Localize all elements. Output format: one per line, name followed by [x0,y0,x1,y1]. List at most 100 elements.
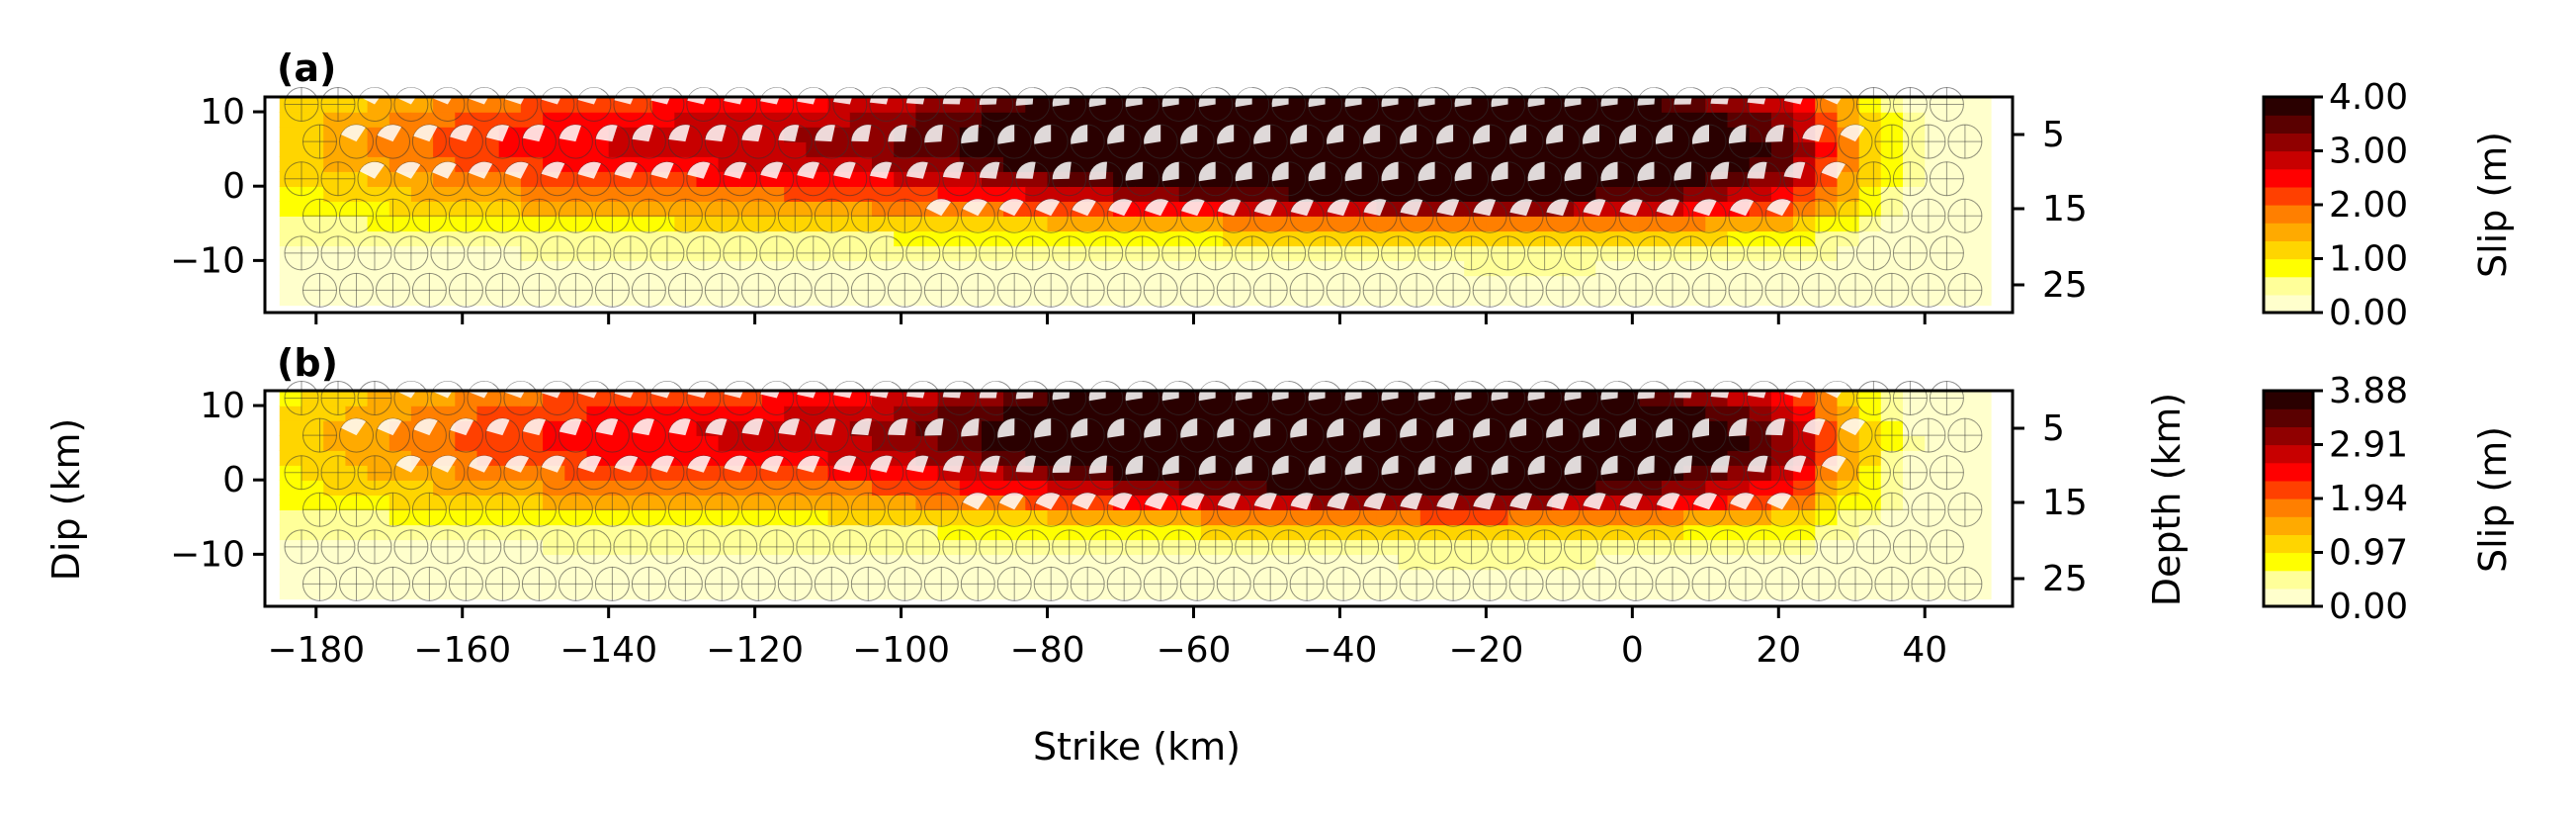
slip-cell [1245,186,1268,202]
slip-cell [1245,524,1268,541]
slip-cell [1157,406,1180,421]
slip-cell [718,141,741,157]
slip-cell [476,112,500,128]
slip-cell [652,230,676,247]
slip-cell [1398,391,1421,407]
beachball [723,161,758,197]
slip-cell [1486,524,1509,541]
slip-cell [1376,216,1400,232]
slip-cell [718,495,741,510]
slip-cell [1705,290,1729,307]
slip-cell [498,112,522,128]
slip-cell [410,406,434,421]
slip-cell [1858,450,1882,466]
slip-cell [543,260,566,277]
slip-cell [1223,539,1246,556]
panel-b-label: (b) [277,341,338,385]
slip-cell [1617,450,1641,466]
slip-cell [388,112,412,128]
slip-cell [806,524,829,541]
beachball-compression-quadrant [377,125,402,142]
slip-cell [1266,554,1290,571]
slip-cell [806,201,829,217]
slip-cell [1815,141,1839,157]
slip-cell [1200,186,1224,202]
slip-cell [543,480,566,496]
slip-cell [279,127,302,142]
slip-cell [520,480,544,496]
beachball-compression-quadrant [1108,199,1133,217]
slip-cell [1288,230,1312,247]
slip-cell [1529,480,1553,496]
slip-cell [1113,509,1137,526]
slip-cell [1683,406,1707,421]
slip-cell [1903,569,1926,586]
beachball-compression-quadrant [1161,161,1179,182]
slip-cell [1486,509,1509,526]
slip-cell [1574,524,1597,541]
slip-cell [1903,554,1926,571]
slip-cell [608,290,632,307]
slip-cell [696,495,720,510]
slip-cell [849,260,873,277]
slip-cell [1639,230,1663,247]
slip-cell [433,171,457,187]
slip-cell [827,260,851,277]
slip-cell [959,230,983,247]
slip-cell [849,480,873,496]
beachball-compression-quadrant [1327,125,1344,144]
depth-tick-label: 5 [2042,115,2065,155]
beachball [540,381,575,415]
slip-cell [872,554,895,571]
slip-cell [1398,554,1421,571]
slip-cell [1925,216,1948,232]
slip-cell [1968,406,1992,421]
slip-cell [1266,186,1290,202]
slip-cell [784,539,808,556]
slip-cell [1025,260,1049,277]
slip-cell [301,112,324,128]
slip-cell [1595,216,1619,232]
slip-cell [1223,141,1246,157]
slip-cell [1968,260,1992,277]
slip-cell [1507,97,1531,113]
slip-cell [872,480,895,496]
beachball-compression-quadrant [888,125,907,142]
colorbar-a-label: Slip (m) [2471,132,2515,278]
slip-cell [1376,260,1400,277]
slip-cell [1858,156,1882,172]
slip-cell [1727,480,1751,496]
slip-cell [301,156,324,172]
colorbar-segment [2264,588,2313,607]
beachball-compression-quadrant [1052,161,1072,180]
beachball-compression-quadrant [870,161,893,179]
slip-cell [1946,524,1970,541]
slip-cell [1157,141,1180,157]
colorbar-segment [2264,133,2313,152]
slip-cell [410,230,434,247]
slip-cell [1617,480,1641,496]
beachball-compression-quadrant [1730,199,1755,217]
beachball-compression-quadrant [1454,161,1472,182]
beachball-compression-quadrant [998,199,1024,217]
slip-cell [739,171,763,187]
colorbar-segment [2264,462,2313,482]
slip-cell [696,186,720,202]
beachball [430,87,466,122]
x-tick-label: −120 [706,630,804,671]
slip-cell [937,141,961,157]
slip-cell [367,450,390,466]
slip-cell [498,554,522,571]
beachball-compression-quadrant [1180,125,1198,144]
slip-cell [1442,141,1465,157]
slip-cell [1903,156,1926,172]
slip-cell [301,524,324,541]
beachball-compression-quadrant [1491,161,1508,182]
beachball-compression-quadrant [541,161,565,179]
beachball-compression-quadrant [1381,161,1399,182]
slip-cell [937,524,961,541]
slip-cell [1376,186,1400,202]
slip-cell [498,260,522,277]
slip-cell [1903,524,1926,541]
slip-cell [937,554,961,571]
